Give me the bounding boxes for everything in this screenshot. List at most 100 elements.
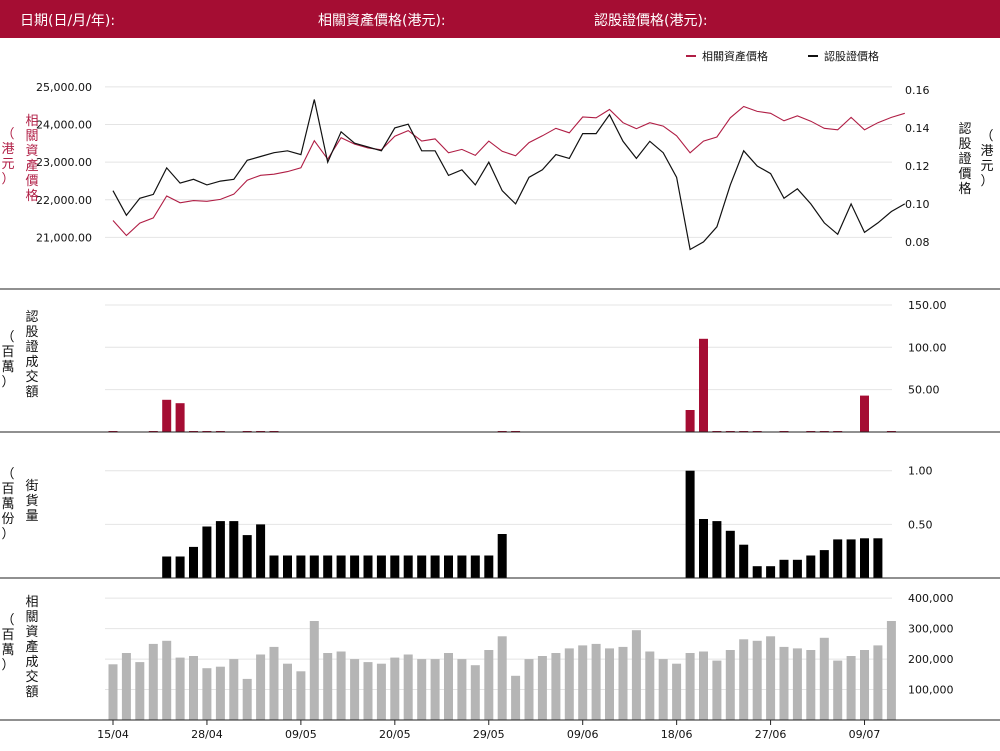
bar [819, 550, 829, 578]
bar [792, 559, 802, 578]
bar [591, 643, 601, 720]
bar [430, 659, 440, 720]
x-axis-tick-label: 27/06 [755, 728, 787, 741]
bar [779, 559, 789, 578]
bar-axis-unit: 百 [1, 482, 14, 497]
bar [390, 555, 400, 578]
bar [860, 650, 869, 720]
x-axis-tick-label: 18/06 [661, 728, 693, 741]
bar-axis-tick-label: 100,000 [908, 684, 954, 697]
bar-axis-unit: （ [1, 467, 14, 482]
bar-axis-title: 額 [25, 685, 38, 700]
x-axis: 15/04 28/04 09/05 20/05 29/05 09/06 18/06 27/06… [97, 720, 880, 741]
left-axis-tick-label: 24,000.00 [36, 119, 92, 132]
bar [242, 678, 252, 720]
bar [283, 555, 292, 578]
bar-axis-unit: 百 [1, 628, 14, 643]
bar [484, 555, 494, 578]
bar [524, 659, 534, 720]
bar [296, 671, 306, 720]
bar-axis-tick-label: 200,000 [908, 653, 954, 666]
bar [269, 646, 279, 720]
bar-axis-unit: （ [1, 613, 14, 628]
bar [564, 648, 574, 720]
bar-axis-title: 關 [25, 610, 38, 625]
bar [699, 519, 708, 578]
right-axis-tick-label: 0.12 [905, 160, 930, 173]
bar-axis-unit: 萬 [1, 360, 14, 375]
header-bar: 日期(日/月/年): 相關資產價格(港元): 認股證價格(港元): [0, 0, 1000, 38]
date-label: 日期(日/月/年): [20, 13, 116, 29]
bar [417, 555, 427, 578]
bar [323, 555, 333, 578]
bar [699, 338, 708, 432]
bar-axis-tick-label: 100.00 [908, 341, 947, 354]
bar [631, 630, 641, 720]
right-axis-title: 股 [958, 137, 971, 152]
bar [685, 653, 695, 720]
bar [135, 662, 145, 720]
bar-axis-unit: 百 [1, 345, 14, 360]
bar-axis-tick-label: 0.50 [908, 518, 933, 531]
bar [551, 653, 561, 720]
warrant-price-label: 認股證價格(港元): [594, 13, 708, 29]
bar-axis-title: 資 [25, 625, 38, 640]
bar [618, 646, 628, 720]
left-axis-title: 相 [25, 114, 38, 129]
bar-axis-unit: ） [1, 375, 14, 390]
left-axis-tick-label: 25,000.00 [36, 81, 92, 94]
bar [215, 666, 225, 720]
right-axis-title: 格 [958, 181, 971, 197]
bar [309, 621, 319, 720]
bar [363, 555, 373, 578]
bar [605, 648, 614, 720]
bar-axis-tick-label: 150.00 [908, 299, 947, 312]
bar [269, 555, 279, 578]
bar [672, 663, 682, 720]
bar [229, 521, 239, 578]
bar-axis-title: 交 [25, 369, 38, 385]
bar [403, 654, 413, 720]
bar [511, 675, 521, 720]
right-axis-title: 認 [958, 121, 971, 137]
bar [376, 663, 386, 720]
bar [806, 650, 816, 720]
bar [779, 646, 789, 720]
x-axis-tick-label: 09/07 [849, 728, 881, 741]
x-axis-tick-label: 29/05 [473, 728, 505, 741]
bar [873, 645, 883, 720]
bar [296, 555, 306, 578]
bar [417, 659, 427, 720]
bar [430, 555, 440, 578]
bar [189, 656, 198, 720]
left-axis-unit: ） [1, 172, 14, 187]
bar [444, 555, 453, 578]
bar [725, 530, 735, 578]
bar-axis-title: 認 [25, 309, 38, 325]
asset-price-label: 相關資產價格(港元): [318, 13, 446, 29]
right-axis-tick-label: 0.14 [905, 122, 930, 135]
outstanding-chart: 0.50 1.00 街貨量 （百萬份） [0, 465, 1000, 579]
bar-axis-tick-label: 300,000 [908, 623, 954, 636]
left-axis-unit: 港 [1, 142, 14, 157]
bar [578, 645, 588, 720]
bar [860, 395, 869, 432]
bar [202, 526, 212, 578]
bar [752, 640, 762, 720]
bar [162, 556, 172, 578]
left-axis-title: 資 [25, 144, 38, 159]
bar-axis-unit: （ [1, 330, 14, 345]
bar [457, 659, 467, 720]
right-axis-title: 價 [958, 167, 971, 182]
bar-axis-unit: 份 [1, 512, 14, 527]
bar [725, 650, 735, 720]
bar [766, 566, 776, 578]
bar-axis-title: 額 [25, 385, 38, 400]
bar [470, 555, 480, 578]
bar-axis-title: 相 [25, 595, 38, 610]
bar [336, 651, 346, 720]
left-axis-unit: （ [1, 127, 14, 142]
bar [256, 524, 266, 578]
bar-axis-title: 成 [25, 355, 38, 370]
left-axis-tick-label: 23,000.00 [36, 156, 92, 169]
